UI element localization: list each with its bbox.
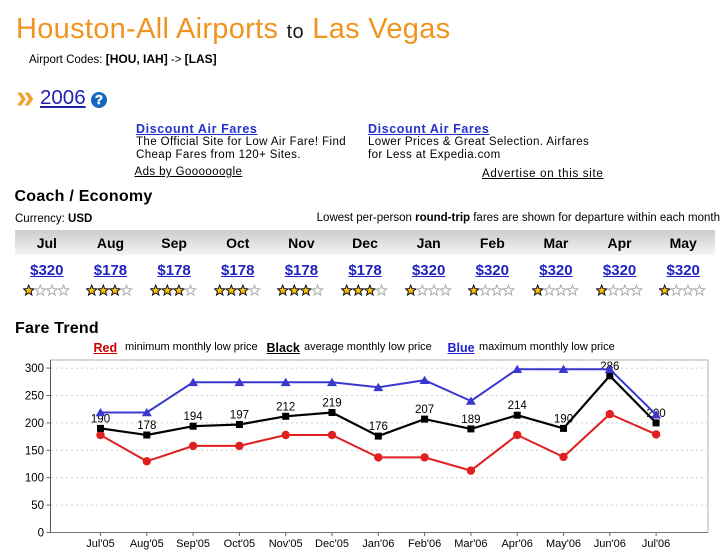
svg-text:190: 190 [91,413,110,425]
svg-text:200: 200 [25,418,44,430]
svg-text:Oct'05: Oct'05 [224,538,255,550]
svg-text:May'06: May'06 [546,538,581,550]
svg-text:212: 212 [276,401,295,413]
svg-text:Jul'06: Jul'06 [642,538,670,550]
svg-text:Apr'06: Apr'06 [501,538,532,550]
svg-text:176: 176 [369,421,388,433]
svg-text:50: 50 [31,500,44,512]
svg-text:Dec'05: Dec'05 [315,538,349,550]
svg-text:Mar'06: Mar'06 [454,538,487,550]
svg-text:194: 194 [184,411,204,423]
svg-text:Jul'05: Jul'05 [86,538,114,550]
svg-text:250: 250 [25,391,44,403]
svg-text:Sep'05: Sep'05 [176,538,210,550]
svg-text:Nov'05: Nov'05 [269,538,303,550]
svg-text:0: 0 [38,528,44,540]
svg-text:100: 100 [25,473,44,485]
svg-text:Feb'06: Feb'06 [408,538,441,550]
svg-text:Jan'06: Jan'06 [362,538,394,550]
svg-text:178: 178 [137,420,156,432]
svg-text:197: 197 [230,410,249,422]
svg-text:189: 189 [461,414,480,426]
svg-text:207: 207 [415,404,434,416]
svg-text:190: 190 [554,413,573,425]
svg-text:214: 214 [508,400,528,412]
svg-text:Aug'05: Aug'05 [130,538,164,550]
svg-text:300: 300 [25,363,44,375]
svg-text:Jun'06: Jun'06 [594,538,626,550]
svg-text:219: 219 [322,398,341,410]
svg-text:150: 150 [25,445,44,457]
